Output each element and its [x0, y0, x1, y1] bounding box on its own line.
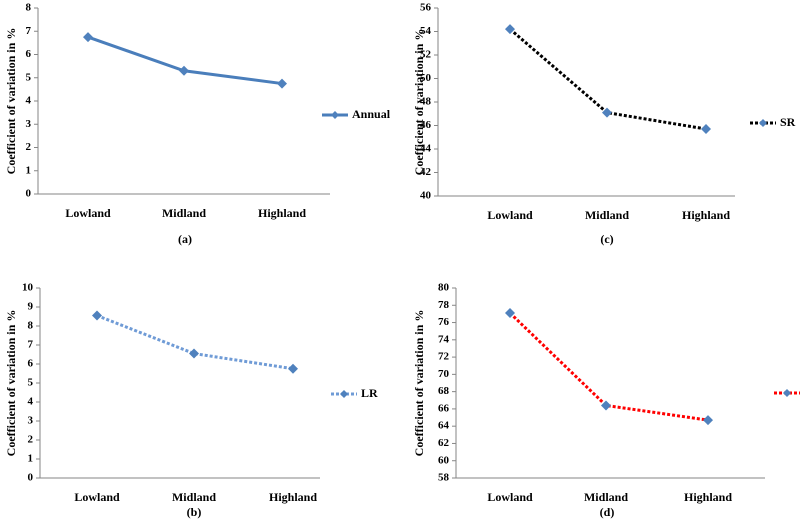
y-tick-label: 0 [28, 472, 34, 484]
y-tick-label: 50 [420, 72, 432, 84]
series-line [87, 35, 283, 86]
legend-label: SR [780, 115, 796, 129]
y-tick-label: 9 [28, 301, 34, 313]
marker [288, 363, 298, 374]
y-tick-label: 4 [28, 396, 34, 408]
y-tick-label: 4 [26, 95, 32, 107]
y-tick-label: 60 [438, 454, 450, 466]
y-tick-label: 74 [438, 333, 450, 345]
x-tick-label: Highland [682, 208, 730, 222]
marker [703, 415, 713, 426]
series-line [508, 311, 709, 422]
legend-marker [783, 389, 791, 397]
series-line [96, 314, 294, 371]
y-tick-label: 3 [28, 415, 34, 427]
y-tick-label: 1 [26, 164, 32, 176]
y-axis-label: Coefficient of variation in % [4, 310, 18, 457]
y-tick-label: 70 [438, 368, 450, 380]
y-axis-label: Coefficient of variation in % [412, 29, 426, 176]
x-tick-label: Midland [584, 490, 628, 504]
x-tick-label: Midland [585, 208, 629, 222]
y-tick-label: 7 [26, 25, 32, 37]
marker [602, 107, 612, 118]
y-axis-label: Coefficient of variation in % [412, 310, 426, 457]
y-tick-label: 5 [26, 71, 32, 83]
y-tick-label: 56 [420, 2, 432, 14]
marker [505, 308, 515, 319]
y-tick-label: 8 [26, 2, 32, 14]
x-tick-label: Highland [684, 490, 732, 504]
legend-label: LR [361, 386, 378, 400]
y-tick-label: 78 [438, 299, 450, 311]
y-tick-label: 48 [420, 96, 432, 108]
marker [83, 32, 93, 43]
legend-marker [759, 119, 767, 127]
x-tick-label: Midland [162, 206, 206, 220]
marker [179, 65, 189, 76]
x-tick-label: Highland [269, 490, 317, 504]
y-tick-label: 76 [438, 316, 450, 328]
marker [701, 124, 711, 135]
x-tick-label: Lowland [74, 490, 120, 504]
y-tick-label: 44 [420, 143, 432, 155]
marker [189, 348, 199, 359]
caption: (d) [600, 505, 615, 519]
x-tick-label: Highland [258, 206, 306, 220]
y-tick-label: 0 [26, 188, 32, 200]
y-tick-label: 6 [28, 358, 34, 370]
y-tick-label: 68 [438, 385, 450, 397]
marker [601, 400, 611, 411]
y-tick-label: 6 [26, 48, 32, 60]
marker [277, 78, 287, 89]
legend-label: Annual [352, 107, 391, 121]
y-tick-label: 58 [438, 472, 450, 484]
x-tick-label: Lowland [487, 490, 533, 504]
caption: (a) [178, 232, 192, 246]
y-tick-label: 1 [28, 453, 34, 465]
x-tick-label: Lowland [65, 206, 111, 220]
y-tick-label: 52 [420, 49, 432, 61]
marker [92, 310, 102, 321]
legend-marker [340, 390, 348, 398]
y-tick-label: 80 [438, 282, 450, 294]
y-tick-label: 54 [420, 25, 432, 37]
marker [505, 24, 515, 35]
y-tick-label: 2 [26, 141, 32, 153]
x-tick-label: Lowland [487, 208, 533, 222]
y-tick-label: 62 [438, 437, 450, 449]
x-tick-label: Midland [172, 490, 216, 504]
y-tick-label: 42 [420, 166, 432, 178]
y-tick-label: 7 [28, 339, 34, 351]
y-tick-label: 5 [28, 377, 34, 389]
y-tick-label: 8 [28, 320, 34, 332]
caption: (c) [600, 232, 613, 246]
caption: (b) [187, 505, 202, 519]
y-tick-label: 40 [420, 190, 432, 202]
y-tick-label: 46 [420, 119, 432, 131]
y-tick-label: 3 [26, 118, 32, 130]
y-tick-label: 72 [438, 351, 450, 363]
legend-marker [331, 111, 339, 119]
y-tick-label: 2 [28, 434, 34, 446]
y-tick-label: 10 [22, 282, 34, 294]
y-tick-label: 66 [438, 402, 450, 414]
y-tick-label: 64 [438, 420, 450, 432]
y-axis-label: Coefficient of variation in % [4, 28, 18, 175]
